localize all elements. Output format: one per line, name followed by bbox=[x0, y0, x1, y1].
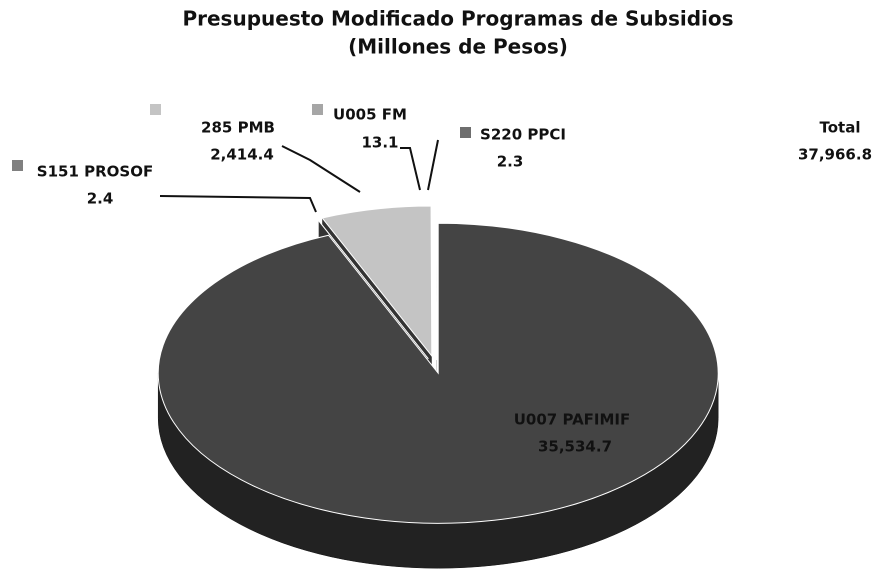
slice bbox=[157, 222, 719, 524]
chart-subtitle: (Millones de Pesos) bbox=[348, 35, 568, 59]
leader-line bbox=[427, 139, 439, 191]
leader-line bbox=[281, 145, 361, 193]
total-annotation: Total 37,966.8 bbox=[798, 119, 872, 164]
slice-label: U005 FM bbox=[333, 106, 407, 124]
total-label: Total bbox=[820, 119, 861, 137]
legend-swatch bbox=[150, 104, 161, 115]
legend-swatch bbox=[460, 127, 471, 138]
legend-swatch bbox=[312, 104, 323, 115]
chart-title: Presupuesto Modificado Programas de Subs… bbox=[182, 7, 733, 31]
slice-value: 2.3 bbox=[497, 153, 524, 171]
slice-value: 2.4 bbox=[87, 190, 114, 208]
slice-value: 2,414.4 bbox=[210, 146, 274, 164]
leader-line bbox=[159, 195, 317, 213]
slice-value: 13.1 bbox=[361, 134, 398, 152]
slice bbox=[317, 220, 429, 360]
slice-label: S220 PPCI bbox=[480, 126, 566, 144]
slice-label: S151 PROSOF bbox=[37, 163, 153, 181]
leader-line bbox=[400, 147, 421, 191]
slice-label: 285 PMB bbox=[201, 119, 275, 137]
slice-value: 35,534.7 bbox=[538, 438, 612, 456]
legend-swatch bbox=[12, 160, 23, 171]
slice bbox=[321, 205, 433, 358]
total-value: 37,966.8 bbox=[798, 146, 872, 164]
slice-label: U007 PAFIMIF bbox=[514, 411, 631, 429]
